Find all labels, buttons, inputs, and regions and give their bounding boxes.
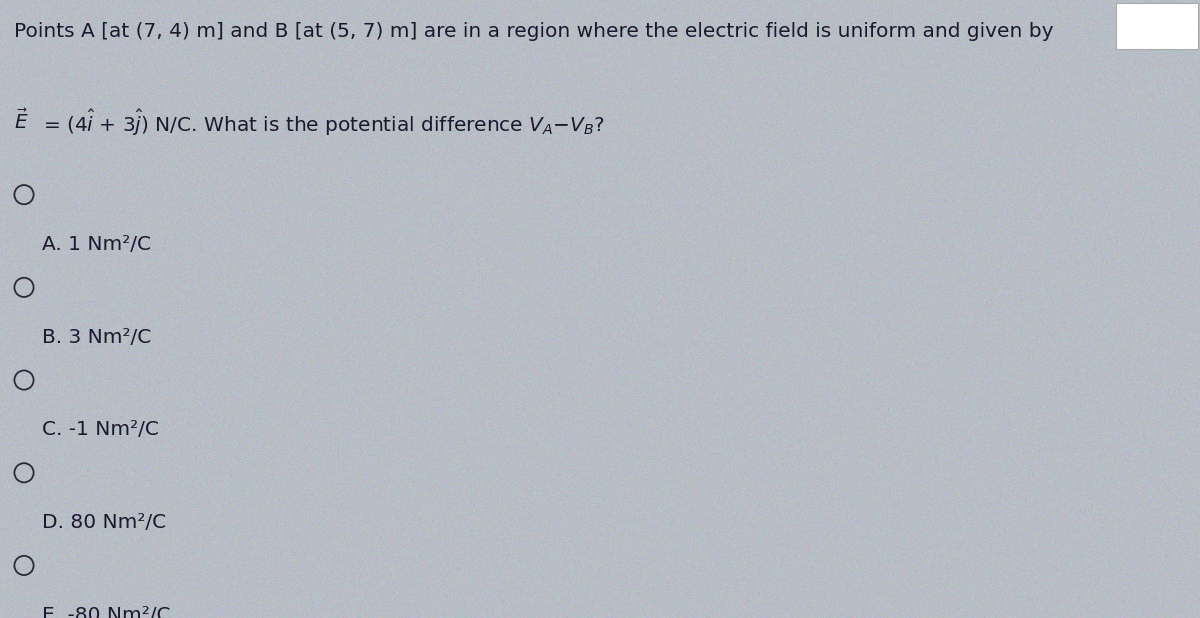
Bar — [1116, 3, 1198, 49]
Text: B. 3 Nm²/C: B. 3 Nm²/C — [42, 328, 151, 347]
Text: = (4$\mathit{\hat{i}}$ + 3$\mathit{\hat{j}}$) N/C. What is the potential differe: = (4$\mathit{\hat{i}}$ + 3$\mathit{\hat{… — [43, 108, 605, 138]
Text: $\vec{E}$: $\vec{E}$ — [14, 108, 29, 133]
Text: Points A [at (7, 4) m] and B [at (5, 7) m] are in a region where the electric fi: Points A [at (7, 4) m] and B [at (5, 7) … — [14, 22, 1054, 41]
Text: A. 1 Nm²/C: A. 1 Nm²/C — [42, 235, 151, 254]
Text: C. -1 Nm²/C: C. -1 Nm²/C — [42, 420, 158, 439]
Text: D. 80 Nm²/C: D. 80 Nm²/C — [42, 513, 166, 532]
Text: E. -80 Nm²/C: E. -80 Nm²/C — [42, 606, 170, 618]
